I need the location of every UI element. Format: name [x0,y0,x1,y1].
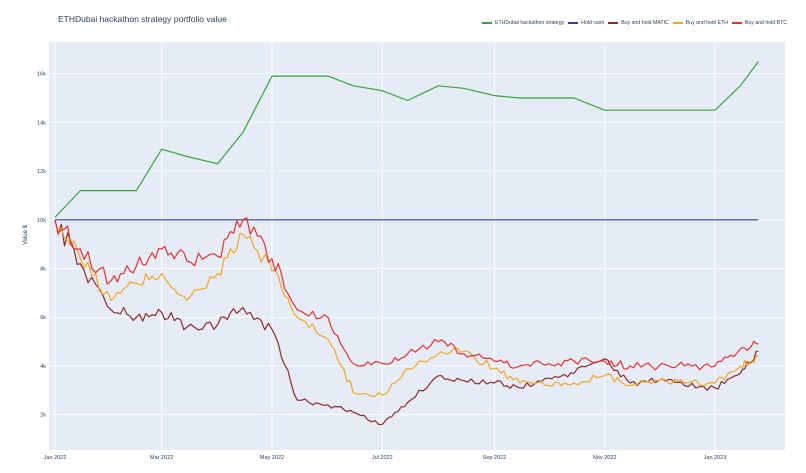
y-tick-label: 2k [40,413,46,419]
y-tick-label: 8k [40,267,46,273]
legend-item-eth[interactable]: Buy and hold ETH [672,20,728,26]
x-tick-label: Mar 2022 [150,455,173,461]
x-tick-label: Jan 2023 [704,455,727,461]
legend-label: Buy and hold MATIC [621,20,669,26]
plot-background [49,42,785,450]
legend-item-btc[interactable]: Buy and hold BTC [731,20,787,26]
x-tick-label: Sep 2022 [483,455,507,461]
legend-label: ETHDubai hackathon strategy [495,20,565,26]
chart-title: ETHDubai hackathon strategy portfolio va… [58,14,227,24]
y-tick-label: 14k [37,120,46,126]
x-tick-label: May 2022 [260,455,284,461]
x-tick-label: Nov 2022 [593,455,617,461]
legend-swatch-icon [568,22,579,24]
legend-label: Buy and hold ETH [685,20,728,26]
y-tick-label: 10k [37,218,46,224]
series-line-ethdubai-hackathon-strategy[interactable] [54,61,759,218]
y-tick-label: 16k [37,72,46,78]
y-tick-label: 6k [40,315,46,321]
legend-item-hold-cash[interactable]: Hold cash [568,20,604,26]
x-tick-label: Jul 2022 [372,455,393,461]
legend-item-matic[interactable]: Buy and hold MATIC [608,20,669,26]
y-tick-label: 12k [37,169,46,175]
legend: ETHDubai hackathon strategy Hold cash Bu… [482,20,787,26]
legend-swatch-icon [482,22,492,24]
y-tick-label: 4k [40,364,46,370]
legend-item-strategy[interactable]: ETHDubai hackathon strategy [482,20,564,26]
series-line-buy-and-hold-matic[interactable] [54,219,759,426]
series-line-buy-and-hold-eth[interactable] [54,219,759,397]
legend-label: Hold cash [581,20,605,26]
x-tick-label: Jan 2022 [44,455,67,461]
legend-swatch-icon [731,22,742,24]
legend-swatch-icon [608,22,619,24]
series-line-buy-and-hold-btc[interactable] [54,217,759,371]
legend-swatch-icon [672,22,683,24]
legend-label: Buy and hold BTC [744,20,787,26]
